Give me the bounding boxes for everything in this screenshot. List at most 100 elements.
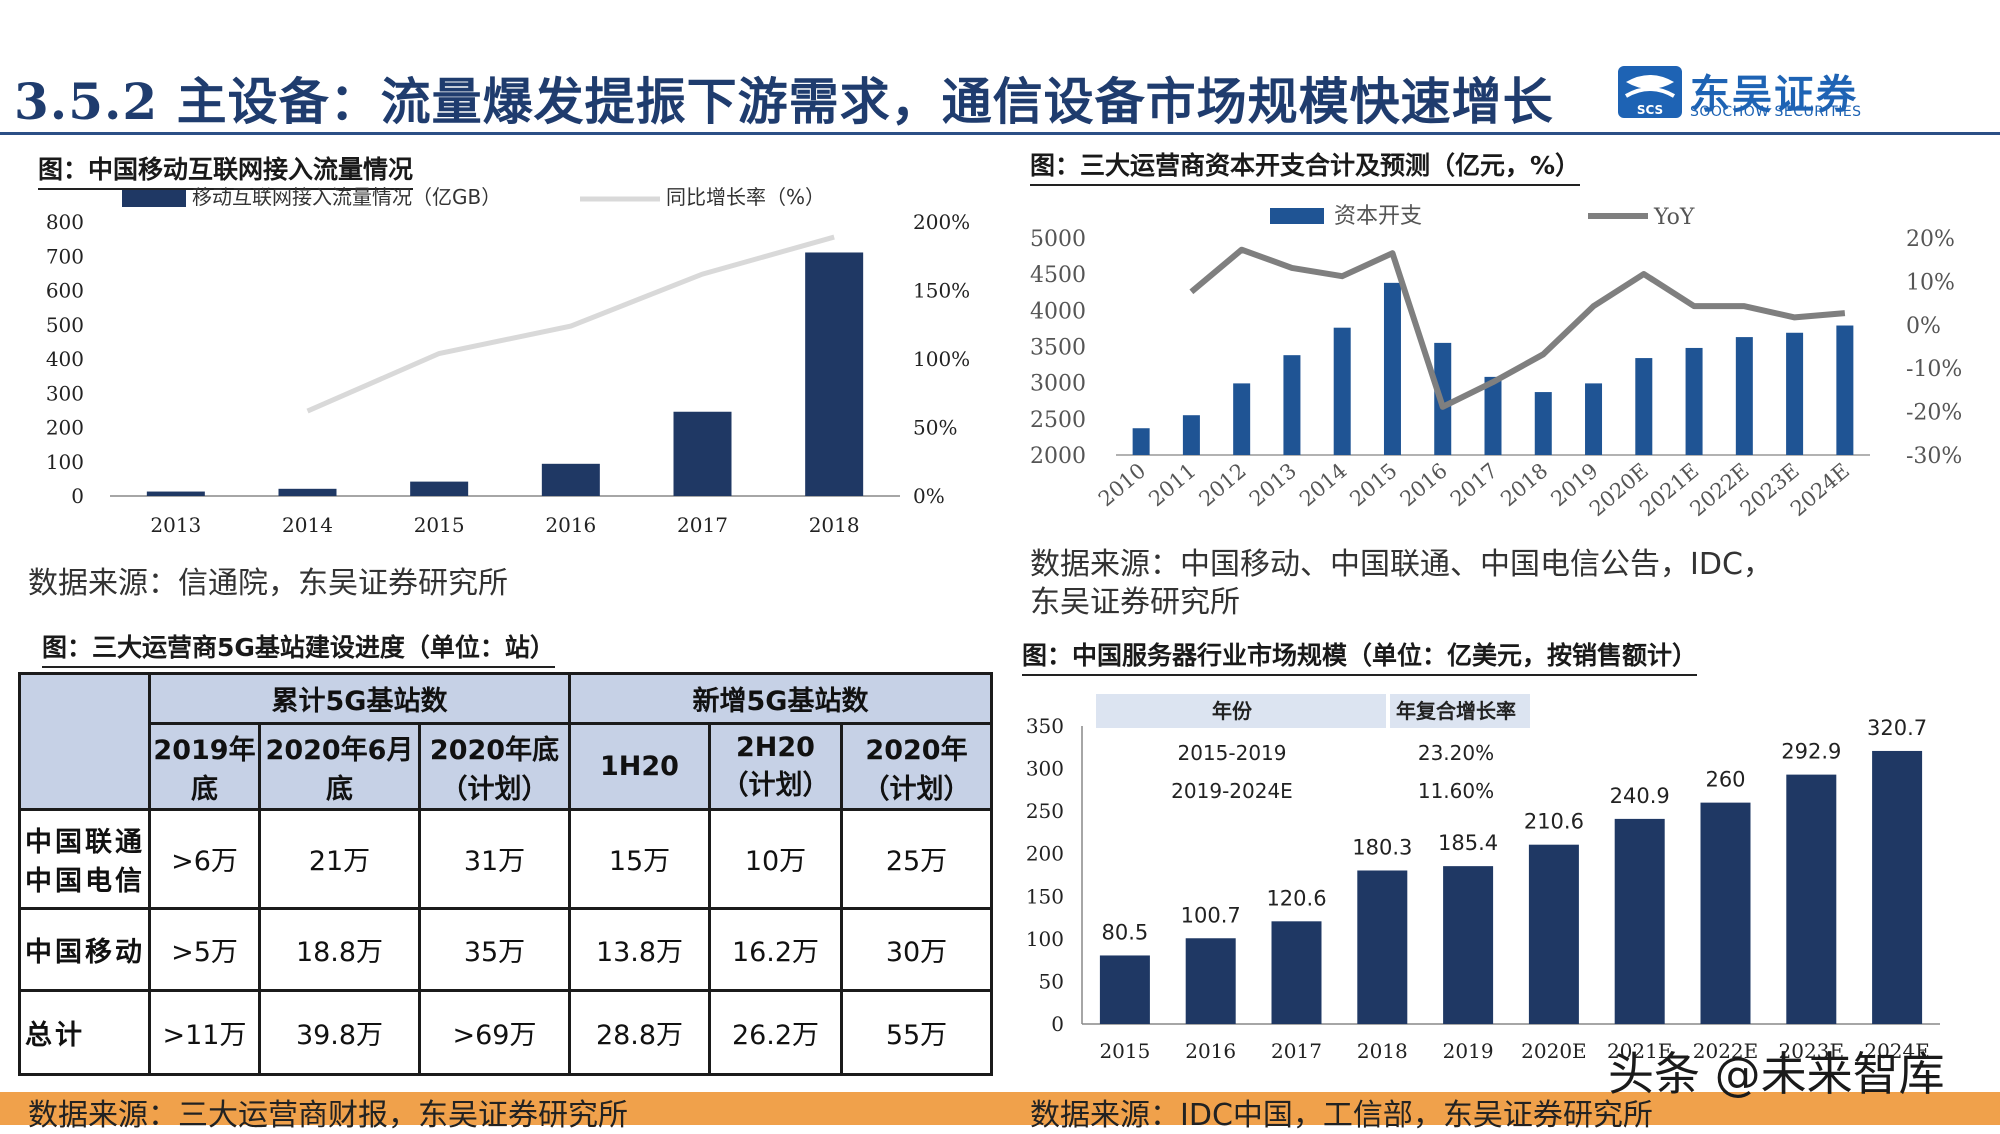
server-chart: 年份 年复合增长率 2015-2019 23.20% 2019-2024E 11.60% 0… [1026, 694, 1940, 1063]
x-tick-label: 2018 [1357, 1039, 1408, 1063]
traffic-bar [146, 491, 205, 496]
y-tick-label: 300 [1026, 757, 1064, 781]
y-tick-label: 200 [1026, 842, 1064, 866]
table-cell: 30万 [840, 906, 993, 992]
capex-bar [1182, 415, 1200, 455]
y-tick-label: 0 [1051, 1012, 1064, 1036]
table-cell: 21万 [258, 808, 421, 910]
server-bar [1786, 774, 1837, 1024]
cagr-period: 2019-2024E [1171, 779, 1293, 803]
capex-source-line-2: 东吴证券研究所 [1030, 585, 1240, 620]
yoy-line [1189, 246, 1846, 410]
col-header: 2019年底 [148, 722, 261, 812]
y2-tick-label: 10% [1906, 270, 1955, 295]
capex-bar [1132, 428, 1150, 455]
server-bar [1528, 844, 1579, 1024]
y-tick-label: 200 [46, 416, 84, 440]
cagr-header-year: 年份 [1212, 699, 1253, 723]
growth-rate-line [306, 234, 835, 414]
capex-bar [1685, 347, 1703, 455]
x-tick-label: 2017 [1446, 458, 1502, 511]
x-tick-label: 2015 [1345, 458, 1401, 511]
table-cell: 15万 [568, 808, 711, 910]
capex-source-line-1: 数据来源：中国移动、中国联通、中国电信公告，IDC， [1030, 547, 1773, 582]
x-tick-label: 2015 [414, 513, 465, 537]
y-tick-label: 600 [46, 279, 84, 303]
table-cell: >5万 [148, 906, 261, 992]
capex-chart: 资本开支 YoY 2000 2500 3000 3500 4000 4500 5000 -30% -… [1030, 204, 1962, 521]
table-corner-cell [18, 671, 151, 812]
table-cell: 13.8万 [568, 906, 711, 992]
legend-label-line: 同比增长率（%） [666, 185, 825, 209]
table-cell: 25万 [840, 808, 993, 910]
bar-value-label: 100.7 [1181, 903, 1241, 927]
legend-label-bar: 资本开支 [1334, 204, 1422, 229]
y-tick-label: 300 [46, 381, 84, 405]
col-header: 1H20 [568, 722, 711, 812]
traffic-chart: 移动互联网接入流量情况（亿GB） 同比增长率（%） 0 100 200 300 400 500… [46, 185, 970, 537]
table-cell: 28.8万 [568, 988, 711, 1077]
traffic-chart-caption: 图：中国移动互联网接入流量情况 [38, 150, 414, 190]
table-cell: >69万 [418, 988, 571, 1077]
bar-value-label: 180.3 [1352, 835, 1412, 859]
table-source: 数据来源：三大运营商财报，东吴证券研究所 [28, 1098, 628, 1133]
bar-value-label: 260 [1705, 768, 1745, 792]
x-tick-label: 2024E [1864, 1039, 1930, 1063]
cagr-value: 11.60% [1418, 779, 1494, 803]
table-cell: 39.8万 [258, 988, 421, 1077]
y-tick-label: 100 [1026, 927, 1064, 951]
bar-value-label: 80.5 [1102, 920, 1149, 944]
group-header-cumulative: 累计5G基站数 [148, 671, 571, 726]
title-divider [0, 132, 2000, 135]
y-tick-label: 3000 [1030, 372, 1086, 397]
logo-company-name-en: SOOCHOW SECURITIES [1690, 104, 1862, 120]
capex-bar [1333, 327, 1351, 455]
y2-tick-label: 0% [913, 484, 945, 508]
capex-bar [1635, 358, 1653, 455]
row-header: 中国移动 [18, 906, 151, 992]
y-tick-label: 4000 [1030, 299, 1086, 324]
x-tick-label: 2023E [1779, 1039, 1845, 1063]
server-bar [1700, 802, 1751, 1024]
traffic-bar [410, 481, 469, 496]
capex-bar [1233, 383, 1251, 455]
legend-label-line: YoY [1653, 205, 1695, 230]
x-tick-label: 2010 [1094, 458, 1150, 511]
server-bar [1099, 955, 1150, 1024]
base-station-table-caption: 图：三大运营商5G基站建设进度（单位：站） [42, 628, 555, 668]
y-tick-label: 2500 [1030, 408, 1086, 433]
x-tick-label: 2016 [545, 513, 596, 537]
y-tick-label: 4500 [1030, 263, 1086, 288]
traffic-bar [541, 463, 600, 496]
group-header-new: 新增5G基站数 [568, 671, 993, 726]
x-tick-label: 2014 [1295, 458, 1351, 511]
table-cell: 10万 [708, 808, 843, 910]
y-tick-label: 50 [1039, 969, 1064, 993]
table-cell: >6万 [148, 808, 261, 910]
table-cell: 18.8万 [258, 906, 421, 992]
server-bar [1271, 921, 1322, 1024]
table-cell: 55万 [840, 988, 993, 1077]
y-tick-label: 500 [46, 313, 84, 337]
traffic-bar [278, 488, 337, 496]
bar-value-label: 210.6 [1524, 810, 1584, 834]
server-bar [1185, 938, 1236, 1024]
y-tick-label: 100 [46, 450, 84, 474]
cagr-header-bg [1096, 694, 1386, 728]
x-tick-label: 2016 [1396, 458, 1452, 511]
x-tick-label: 2020E [1521, 1039, 1587, 1063]
table-cell: 16.2万 [708, 906, 843, 992]
cagr-period: 2015-2019 [1177, 741, 1286, 765]
table-row: 总计 >11万 39.8万 >69万 28.8万 26.2万 55万 [18, 988, 993, 1077]
y-tick-label: 700 [46, 244, 84, 268]
table-cell: 26.2万 [708, 988, 843, 1077]
y-tick-label: 5000 [1030, 227, 1086, 252]
server-bar [1357, 870, 1408, 1024]
x-tick-label: 2021E [1607, 1039, 1673, 1063]
y2-tick-label: 0% [1906, 314, 1941, 339]
col-header: 2H20（计划） [708, 722, 843, 812]
capex-chart-caption: 图：三大运营商资本开支合计及预测（亿元，%） [1030, 146, 1581, 186]
bar-value-label: 120.6 [1266, 886, 1326, 910]
bar-value-label: 185.4 [1438, 831, 1498, 855]
x-tick-label: 2013 [1245, 458, 1301, 511]
